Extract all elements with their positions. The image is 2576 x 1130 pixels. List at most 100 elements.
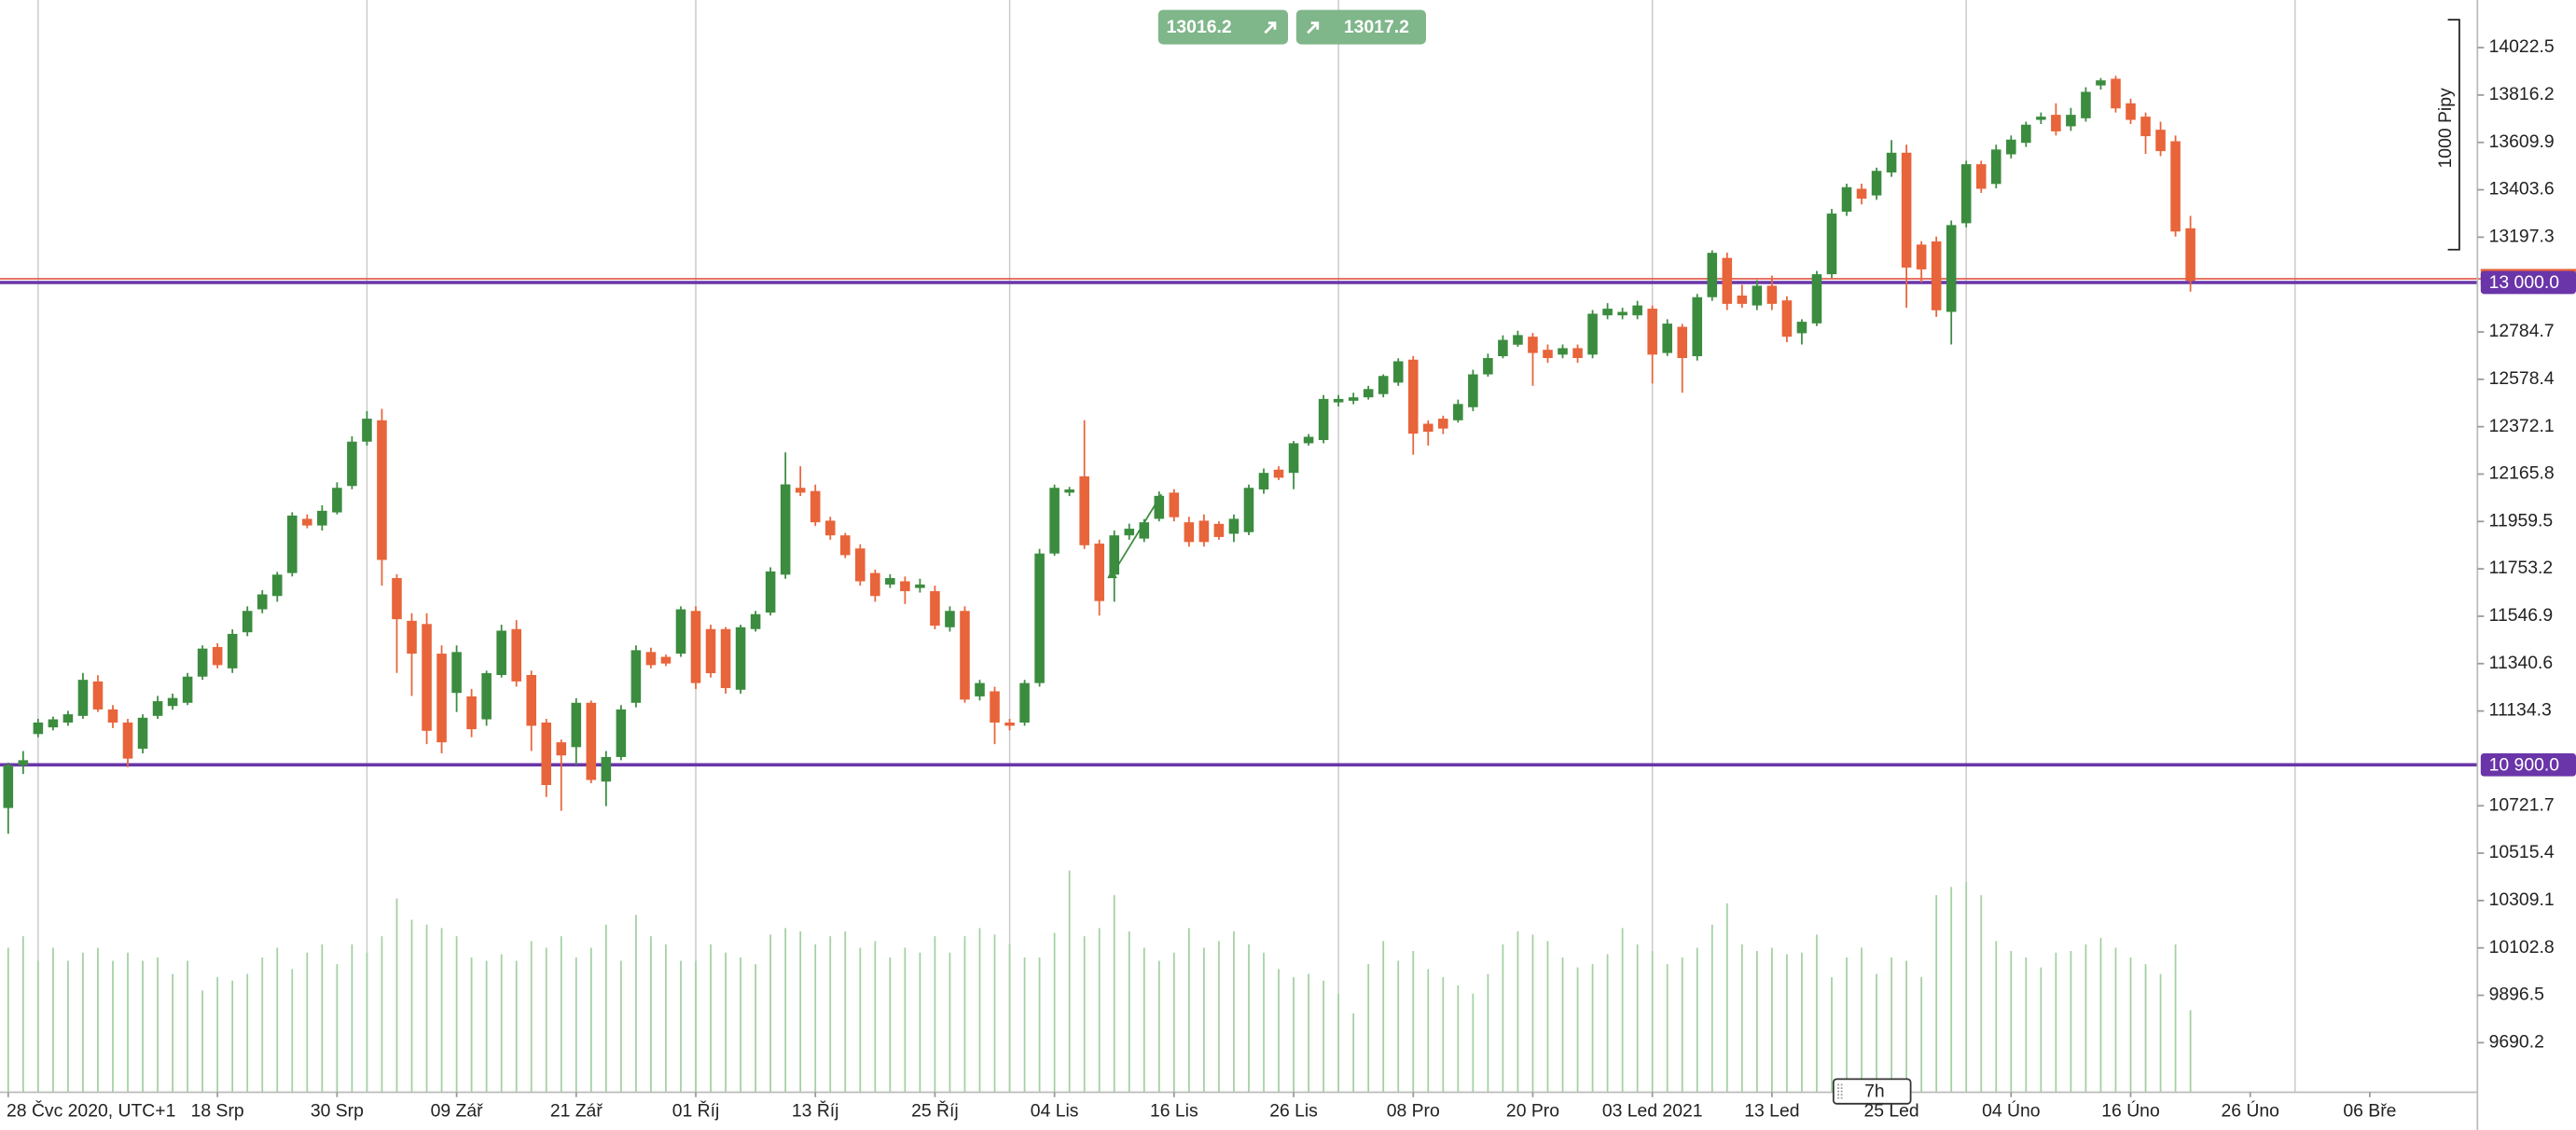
x-tick-label: 18 Srp (191, 1101, 244, 1122)
candle-body (586, 702, 597, 780)
sell-badge[interactable] (1157, 9, 1288, 45)
candle-body (616, 709, 627, 757)
y-tick-label: 11546.9 (2489, 605, 2554, 626)
candle-body (855, 548, 866, 582)
candle-body (1184, 522, 1195, 543)
candle-body (705, 628, 716, 674)
y-tick-label: 9690.2 (2489, 1031, 2544, 1052)
buy-price[interactable]: 13017.2 (1344, 17, 1409, 37)
x-tick-label: 13 Led (1744, 1101, 1799, 1122)
candle-body (1453, 404, 1463, 420)
candle-body (1004, 722, 1015, 726)
buy-badge[interactable] (1295, 9, 1426, 45)
y-tick-label: 13609.9 (2489, 131, 2555, 152)
timer-grip (1837, 1083, 1843, 1099)
candle-body (1528, 337, 1538, 353)
timer-box[interactable] (1832, 1078, 1912, 1105)
candle-body (1602, 309, 1613, 316)
candle-body (496, 630, 506, 675)
sell-price[interactable]: 13016.2 (1167, 17, 1232, 37)
candle-body (332, 488, 342, 513)
candle-body (1407, 359, 1419, 434)
timer-label[interactable]: 7h (1864, 1082, 1885, 1102)
candle-body (1647, 309, 1657, 355)
candle-body (1946, 225, 1957, 312)
level-tag: 10 900.0 (2480, 752, 2576, 777)
candle-body (1811, 274, 1822, 324)
candle-body (690, 611, 701, 683)
x-tick-label: 08 Pro (1387, 1101, 1440, 1122)
candle-body (3, 765, 14, 808)
candle-body (1303, 436, 1314, 444)
candle-body (271, 574, 283, 597)
level-tag-bg (2480, 270, 2576, 295)
x-tick-label: 21 Zář (550, 1101, 603, 1122)
candle-body (1722, 257, 1733, 304)
candle-body (735, 627, 746, 690)
candle-body (1632, 305, 1642, 316)
candle-body (915, 584, 925, 588)
y-tick-label: 11959.5 (2489, 510, 2554, 531)
candle-body (2096, 80, 2106, 86)
x-tick-label: 28 Čvc 2020, UTC+1 (7, 1100, 175, 1122)
candle-body (2111, 78, 2121, 109)
trend-line-drawing[interactable] (1111, 493, 1163, 576)
candle-body (2140, 117, 2151, 137)
volume-layer (7, 870, 2192, 1093)
sell-icon[interactable] (1264, 21, 1277, 34)
candle-body (242, 611, 253, 633)
y-tick-label: 11134.3 (2489, 700, 2552, 721)
candle-body (1423, 423, 1433, 433)
candle-body (720, 628, 731, 689)
candle-body (1483, 358, 1493, 375)
x-tick-label: 26 Úno (2221, 1100, 2278, 1122)
x-tick-label: 06 Bře (2343, 1101, 2396, 1122)
candle-body (2081, 91, 2091, 118)
candle-body (48, 719, 59, 728)
trend-line-handle[interactable] (1107, 568, 1117, 579)
candle-body (1841, 186, 1852, 213)
candle-body (1273, 469, 1284, 478)
candle-body (795, 488, 806, 493)
candle-body (2021, 124, 2031, 144)
candles-layer (3, 76, 2195, 834)
buy-button[interactable]: 13017.2 (1295, 9, 1426, 45)
candle-body (1737, 296, 1748, 304)
candle-body (839, 535, 851, 556)
candle-body (511, 628, 521, 682)
candle-body (347, 441, 357, 487)
candle-body (1124, 529, 1135, 536)
candle-body (1154, 495, 1165, 519)
candle-body (541, 722, 552, 785)
candle-body (1213, 523, 1225, 537)
x-tick-label: 26 Lis (1269, 1101, 1318, 1122)
candle-body (1707, 253, 1718, 297)
sell-button[interactable]: 13016.2 (1157, 9, 1288, 45)
candle-body (1243, 488, 1254, 532)
candle-body (1079, 475, 1089, 545)
candle-body (1498, 339, 1508, 357)
candle-body (1826, 214, 1837, 275)
buy-icon[interactable] (1307, 21, 1320, 34)
level-tag-bg (2480, 752, 2576, 777)
candle-body (1543, 350, 1553, 359)
y-tick-label: 13403.6 (2489, 179, 2555, 200)
candle-body (377, 420, 387, 560)
candle-body (601, 756, 612, 782)
candle-body (810, 490, 821, 523)
y-tick-label: 9896.5 (2489, 985, 2544, 1005)
candle-body (1228, 518, 1240, 534)
candle-body (2185, 227, 2195, 282)
candle-body (2170, 141, 2181, 232)
candle-body (1348, 397, 1359, 401)
candle-body (77, 680, 89, 716)
candle-body (1094, 544, 1104, 601)
candle-body (466, 696, 477, 730)
y-tick-label: 12578.4 (2489, 368, 2555, 389)
candle-body (960, 611, 970, 700)
candle-body (1034, 553, 1045, 683)
candle-body (1692, 296, 1703, 357)
candle-body (1662, 324, 1672, 353)
